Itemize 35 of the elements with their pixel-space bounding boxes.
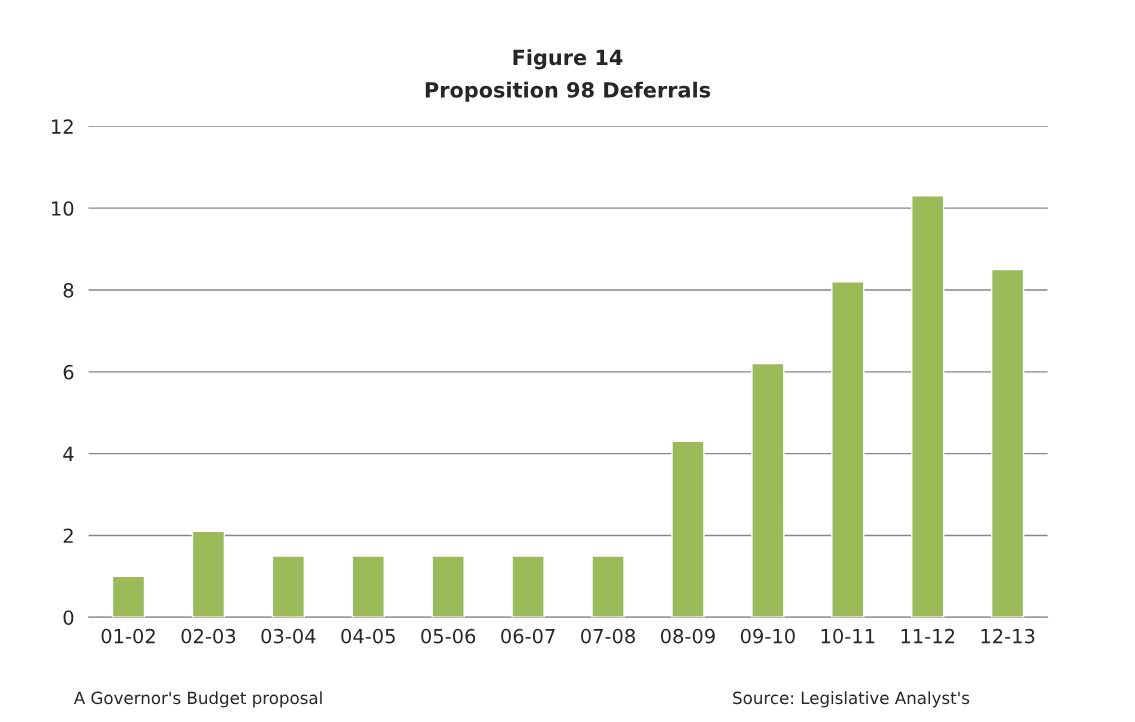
y-tick-label: 2 (63, 528, 73, 543)
x-tick-label: 06-07 (501, 628, 555, 644)
bar (511, 555, 545, 618)
source-note: Source: Legislative Analyst's (733, 691, 970, 708)
x-tick-label: 08-09 (660, 628, 715, 644)
y-tick-label: 0 (63, 610, 74, 625)
bar (911, 195, 945, 618)
bar (191, 530, 226, 618)
bar (990, 268, 1025, 618)
x-tick-label: 07-08 (581, 628, 635, 644)
bar (591, 555, 625, 618)
bar (431, 555, 465, 618)
x-tick-label: 11-12 (901, 628, 955, 644)
bar (831, 281, 865, 618)
text: A Governor's Budget proposal (73, 691, 322, 708)
bar (671, 440, 705, 618)
x-tick-label: 09-10 (740, 628, 795, 644)
y-tick-label: 10 (52, 201, 74, 216)
x-tick-label: 01-02 (101, 628, 155, 644)
x-tick-label: 03-04 (261, 628, 316, 644)
y-tick-label: 12 (52, 119, 73, 134)
x-tick-label: 05-06 (421, 628, 476, 644)
x-tick-label: 02-03 (181, 628, 236, 644)
y-tick-label: 6 (63, 364, 74, 380)
x-tick-label: 12-13 (981, 628, 1035, 644)
bar (751, 362, 785, 618)
y-tick-label: 4 (63, 446, 74, 462)
y-tick-label: 8 (63, 282, 74, 298)
bar (111, 575, 146, 618)
bar (271, 555, 306, 618)
bar (351, 555, 385, 618)
chart-subtitle: Proposition 98 Deferrals (425, 81, 711, 102)
x-tick-label: 10-11 (821, 628, 875, 644)
chart-title: Figure 14 (513, 49, 623, 70)
x-tick-label: 04-05 (341, 628, 395, 644)
